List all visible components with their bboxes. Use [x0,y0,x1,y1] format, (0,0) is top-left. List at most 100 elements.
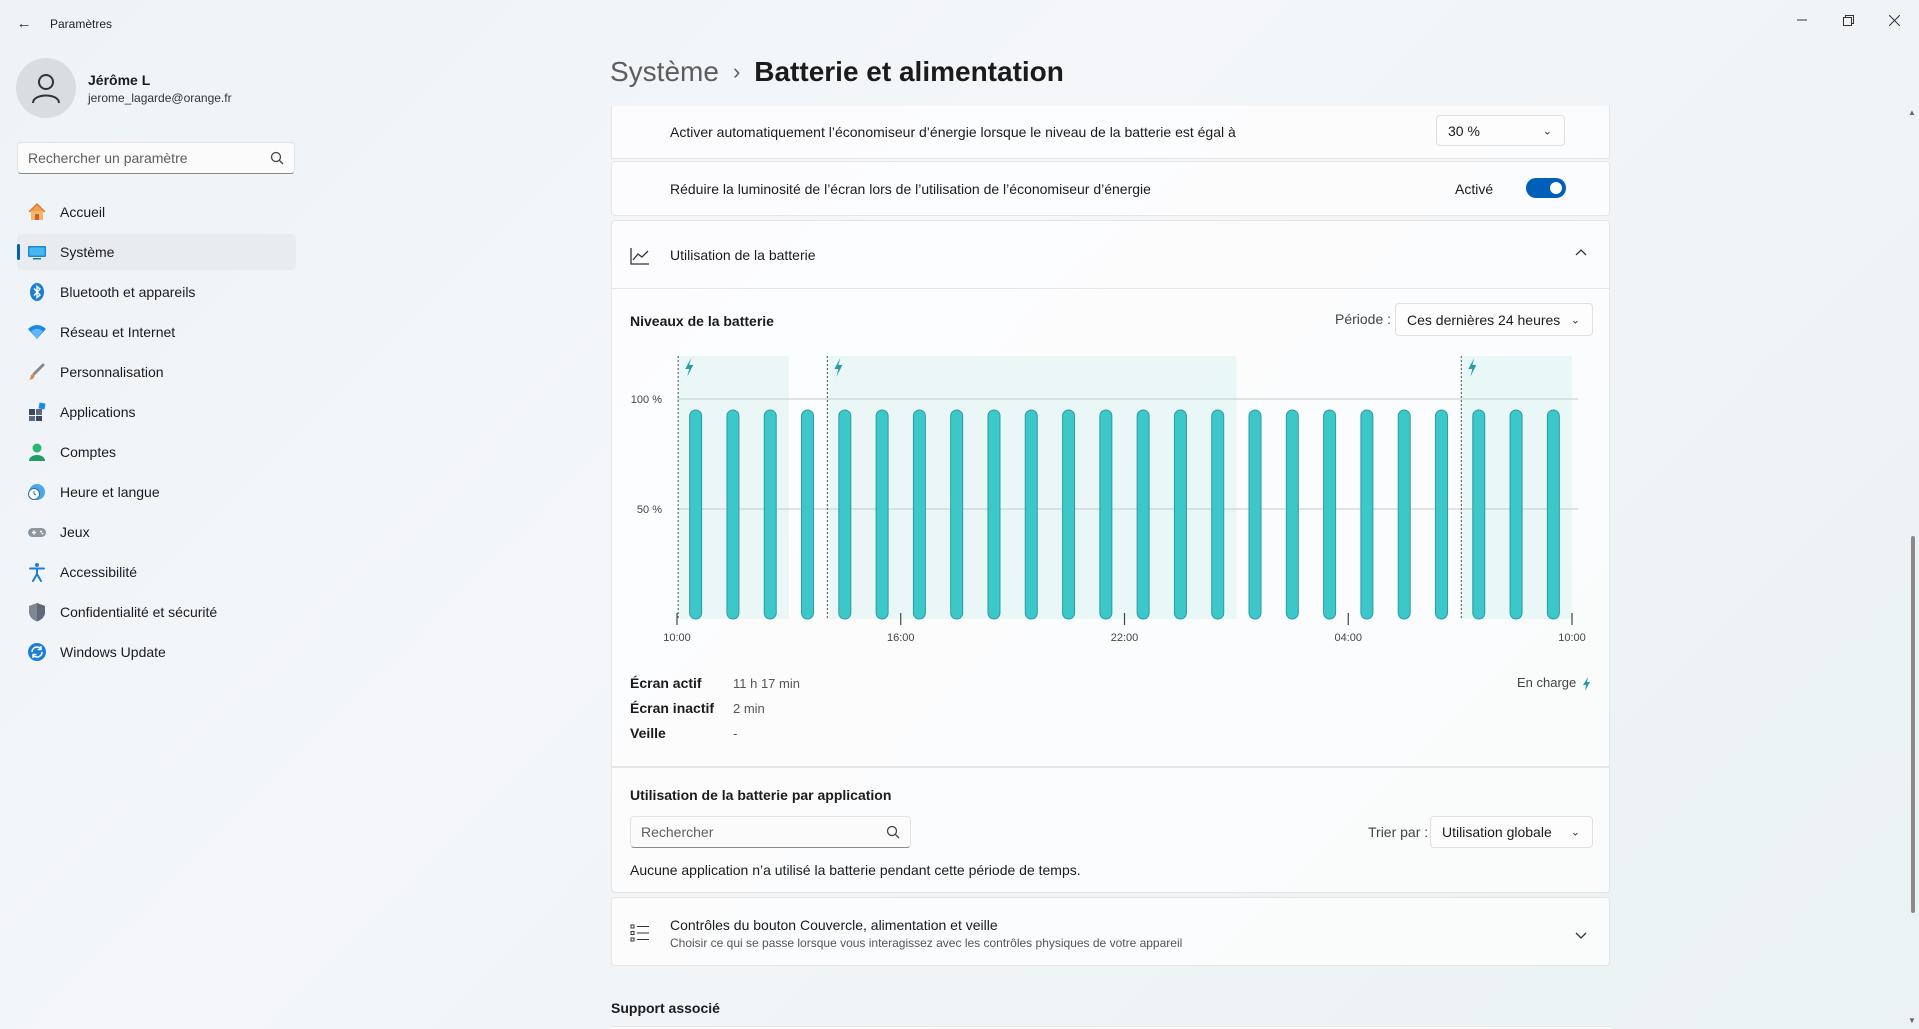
battery-levels-panel: Niveaux de la batterie Période : Ces der… [611,289,1610,767]
battery-level-bar [1136,409,1150,620]
related-support-card [611,1026,1610,1029]
update-icon [26,641,48,663]
chevron-up-icon[interactable] [1575,243,1587,259]
sidebar-item-personnalisation[interactable]: Personnalisation [17,354,296,390]
x-tick-label: 10:00 [1558,632,1586,644]
breadcrumb-parent[interactable]: Système [610,56,719,87]
energy-saver-threshold-value: 30 % [1448,122,1480,139]
system-icon [26,241,48,263]
restore-icon[interactable] [1826,6,1870,34]
battery-level-bar [1434,409,1448,620]
sidebar-item-label: Personnalisation [60,364,164,380]
sidebar-item-label: Bluetooth et appareils [60,284,196,300]
period-label: Période : [1335,311,1392,327]
app-usage-title: Utilisation de la batterie par applicati… [630,787,892,803]
scrollbar[interactable]: ▲ ▼ [1908,108,1916,1029]
sidebar-item-applications[interactable]: Applications [17,394,296,430]
shield-icon [26,601,48,623]
battery-level-bar [838,409,852,620]
page-title: Batterie et alimentation [754,56,1064,87]
avatar[interactable] [16,58,76,118]
sort-value: Utilisation globale [1442,824,1552,840]
battery-chart: 50 % 100 % 10:00 16:00 22:00 04:00 10:00 [631,356,1586,644]
battery-level-bar [1062,409,1076,620]
sidebar-item-systeme[interactable]: Système [17,234,296,270]
sidebar: Jérôme L jerome_lagarde@orange.fr Accuei… [0,44,310,1029]
battery-level-bar [1509,409,1523,620]
app-title: Paramètres [50,17,113,31]
nav-list: Accueil Système Bluetooth et appareils R… [17,194,296,674]
gamepad-icon [26,521,48,543]
minimize-icon[interactable] [1780,6,1824,34]
battery-level-bar [1248,409,1262,620]
brightness-label: Réduire la luminosité de l’écran lors de… [670,181,1151,197]
stat-screen-off-label: Écran inactif [630,700,715,716]
lid-power-controls-card[interactable]: Contrôles du bouton Couvercle, alimentat… [611,897,1610,966]
sidebar-item-label: Accessibilité [60,564,138,580]
chevron-down-icon: ⌄ [1570,314,1580,326]
search-icon[interactable] [886,825,900,839]
sidebar-item-confidentialite[interactable]: Confidentialité et sécurité [17,594,296,630]
sidebar-item-accessibilite[interactable]: Accessibilité [17,554,296,590]
account-icon [26,441,48,463]
sidebar-item-label: Heure et langue [60,484,160,500]
sidebar-item-label: Confidentialité et sécurité [60,604,218,620]
sidebar-item-heure-langue[interactable]: Heure et langue [17,474,296,510]
app-search-box [630,816,911,848]
battery-level-bar [950,409,964,620]
clock-globe-icon [26,481,48,503]
list-icon [630,924,649,942]
battery-level-bar [1024,409,1038,620]
stat-sleep-label: Veille [630,725,666,741]
lid-controls-subtitle: Choisir ce qui se passe lorsque vous int… [670,936,1183,950]
back-arrow-icon[interactable]: ← [16,15,32,32]
period-dropdown[interactable]: Ces dernières 24 heures ⌄ [1395,303,1593,336]
charging-bolt-icon [834,358,843,377]
search-icon[interactable] [270,151,284,165]
sidebar-item-label: Windows Update [60,644,166,660]
chevron-right-icon: › [732,59,741,84]
battery-level-bar [689,409,703,620]
charging-legend-label: En charge [1517,675,1577,690]
battery-level-bar [875,409,889,620]
related-support-title: Support associé [611,1000,720,1016]
sidebar-item-windows-update[interactable]: Windows Update [17,634,296,670]
x-tick-label: 22:00 [1111,632,1139,644]
battery-level-bar [1323,409,1337,620]
title-bar: ← Paramètres [0,0,1919,44]
battery-level-bar [801,409,815,620]
scroll-down-icon[interactable]: ▼ [1908,1016,1916,1025]
sidebar-item-bluetooth[interactable]: Bluetooth et appareils [17,274,296,310]
wifi-icon [26,321,48,343]
user-email: jerome_lagarde@orange.fr [88,91,232,105]
sort-label: Trier par : [1368,824,1429,840]
scroll-thumb[interactable] [1911,536,1915,913]
y-tick-label: 50 % [637,504,662,516]
settings-search-input[interactable] [18,143,258,173]
battery-level-bar [1211,409,1225,620]
accessibility-icon [26,561,48,583]
chevron-down-icon: ⌄ [1542,125,1552,137]
stat-screen-on-value: 11 h 17 min [733,676,800,691]
charging-bolt-icon [1583,677,1590,691]
sidebar-item-label: Jeux [60,524,90,540]
scroll-up-icon[interactable]: ▲ [1908,108,1916,117]
period-value: Ces dernières 24 heures [1407,311,1561,328]
energy-saver-threshold-dropdown[interactable]: 30 % ⌄ [1436,115,1565,146]
sidebar-item-accueil[interactable]: Accueil [17,194,296,230]
app-search-input[interactable] [631,817,871,847]
brightness-card: Réduire la luminosité de l’écran lors de… [611,161,1610,216]
battery-usage-header[interactable]: Utilisation de la batterie [611,220,1610,289]
battery-level-bar [1472,409,1486,620]
sort-dropdown[interactable]: Utilisation globale ⌄ [1430,816,1593,848]
sidebar-item-label: Comptes [60,444,117,460]
sidebar-item-reseau[interactable]: Réseau et Internet [17,314,296,350]
close-icon[interactable] [1872,6,1916,34]
sidebar-item-jeux[interactable]: Jeux [17,514,296,550]
settings-search-box [17,142,295,174]
chevron-down-icon: ⌄ [1570,826,1580,839]
sidebar-item-comptes[interactable]: Comptes [17,434,296,470]
chevron-down-icon[interactable] [1575,927,1587,943]
brightness-toggle[interactable] [1526,178,1566,198]
sidebar-item-label: Accueil [60,204,106,220]
